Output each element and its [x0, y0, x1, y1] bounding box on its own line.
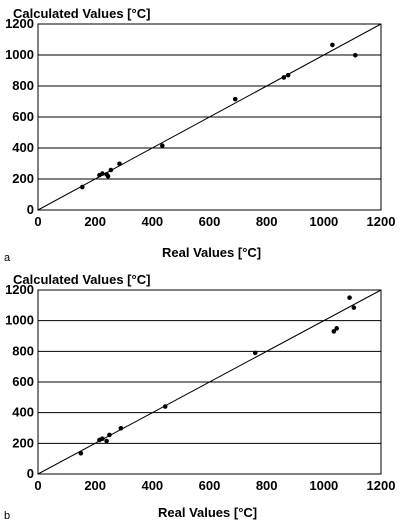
- chart-a-ytick-label: 200: [12, 171, 34, 186]
- chart-b-data-point: [162, 404, 168, 409]
- chart-a-ytick-label: 0: [27, 202, 34, 217]
- chart-b-reference-line: [37, 289, 382, 475]
- chart-b-panel-label: b: [4, 510, 10, 522]
- chart-b-data-point: [334, 326, 339, 331]
- chart-a-data-point: [80, 184, 85, 190]
- chart-a-xtick-label: 1000: [309, 214, 338, 229]
- chart-a-data-point: [285, 72, 291, 78]
- chart-panel-a: Calculated Values [°C] 0 200 400 600 800 1000…: [4, 6, 395, 264]
- chart-b-data-point: [351, 305, 357, 310]
- chart-a-data-point: [232, 96, 238, 102]
- chart-a-data-point: [352, 53, 358, 58]
- chart-a-xtick-label: 200: [84, 214, 106, 229]
- chart-a-data-point: [281, 75, 287, 80]
- chart-b-data-point: [331, 329, 337, 334]
- chart-b-data-point: [107, 432, 112, 438]
- chart-b-title: Calculated Values [°C]: [13, 272, 150, 287]
- chart-b-xtick-label: 0: [34, 478, 41, 493]
- chart-a-xtick-label: 600: [199, 214, 221, 229]
- chart-b-xtick-label: 1200: [367, 478, 396, 493]
- chart-a-xtick-label: 400: [141, 214, 163, 229]
- chart-a-data-point: [108, 167, 114, 173]
- chart-a-xtick-label: 0: [34, 214, 41, 229]
- chart-b-ytick-label: 1200: [5, 282, 34, 297]
- chart-b-xtick-label: 1000: [309, 478, 338, 493]
- chart-a-data-point: [330, 42, 335, 48]
- chart-a-ytick-label: 800: [12, 78, 34, 93]
- chart-panel-b: Calculated Values [°C] 0 200 400 600 800 1000…: [4, 272, 395, 522]
- chart-a-data-point: [117, 161, 122, 167]
- chart-b-xlabel: Real Values [°C]: [158, 505, 257, 520]
- chart-a-reference-line: [37, 23, 382, 211]
- chart-b-data-point: [118, 426, 124, 431]
- chart-b-data-point: [78, 451, 84, 456]
- chart-a-ytick-label: 1000: [5, 47, 34, 62]
- chart-a-title: Calculated Values [°C]: [13, 6, 150, 21]
- chart-b-plot-frame: [37, 289, 382, 475]
- chart-b-xtick-label: 600: [199, 478, 221, 493]
- chart-a-data-point: [160, 143, 165, 148]
- chart-b-xtick-label: 400: [141, 478, 163, 493]
- chart-b-data-point: [347, 295, 352, 300]
- chart-b-data-point: [100, 436, 105, 442]
- chart-b-ytick-label: 400: [12, 405, 34, 420]
- chart-a-data-point: [105, 173, 111, 179]
- chart-b-xtick-label: 200: [84, 478, 106, 493]
- chart-a-ytick-label: 600: [12, 109, 34, 124]
- chart-b-xtick-label: 800: [256, 478, 278, 493]
- chart-a-xtick-label: 1200: [367, 214, 396, 229]
- chart-b-ytick-label: 0: [27, 466, 34, 481]
- chart-a-xtick-label: 800: [256, 214, 278, 229]
- chart-b-data-point: [252, 350, 258, 356]
- chart-b-data-point: [104, 438, 109, 444]
- chart-a-plot-frame: [37, 23, 382, 211]
- chart-a-xlabel: Real Values [°C]: [162, 245, 261, 260]
- chart-b-ytick-label: 800: [12, 343, 34, 358]
- chart-a-ytick-label: 400: [12, 140, 34, 155]
- chart-a-data-point: [100, 171, 105, 176]
- chart-a-panel-label: a: [4, 252, 11, 264]
- chart-a-ytick-label: 1200: [5, 16, 34, 31]
- chart-b-ytick-label: 1000: [5, 313, 34, 328]
- chart-b-ytick-label: 600: [12, 374, 34, 389]
- chart-b-ytick-label: 200: [12, 435, 34, 450]
